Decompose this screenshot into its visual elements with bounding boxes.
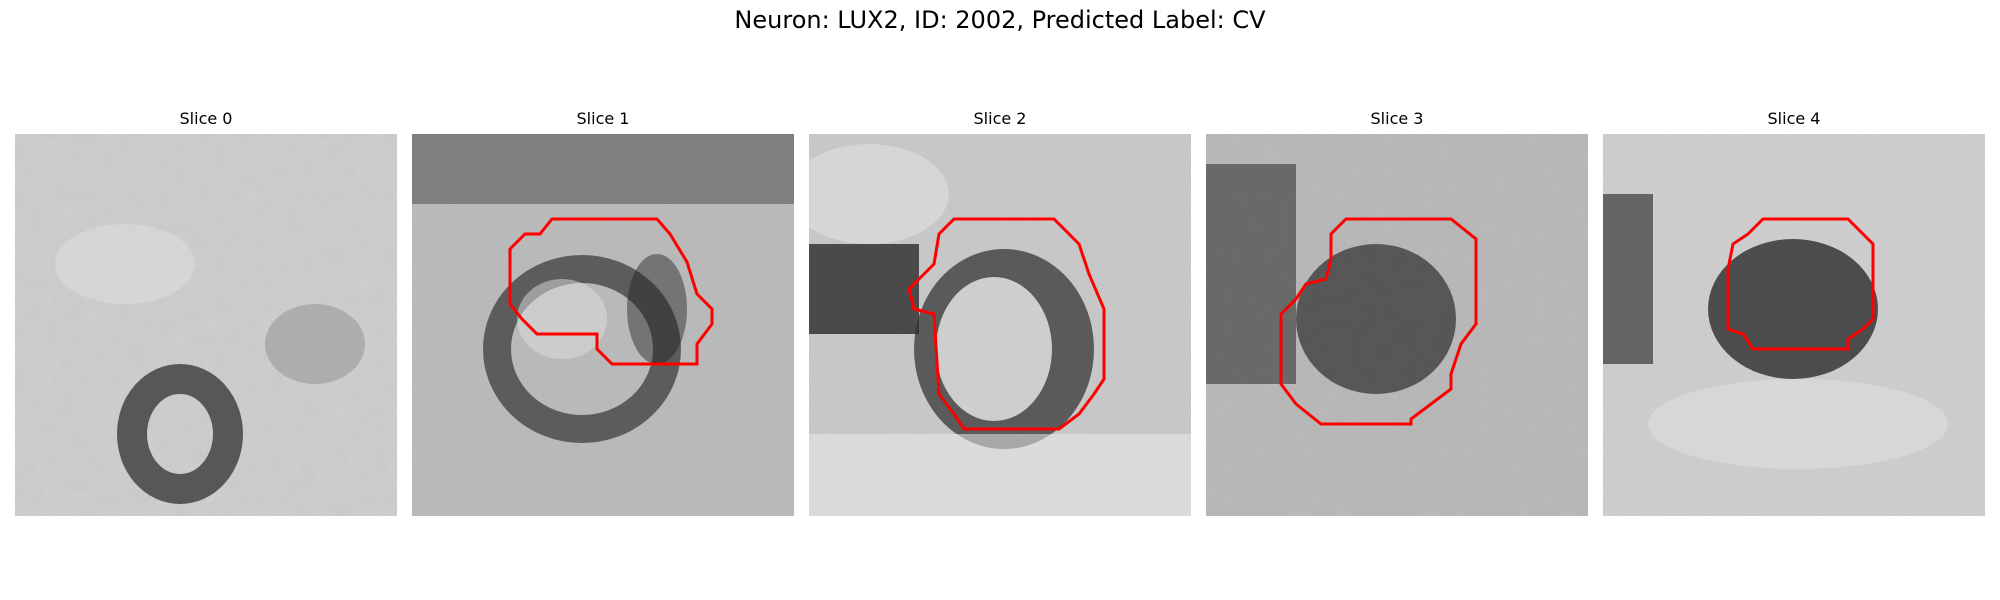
figure-title: Neuron: LUX2, ID: 2002, Predicted Label:… xyxy=(734,6,1266,34)
slice-panel-2: Slice 2 xyxy=(809,110,1191,516)
slice-image-2 xyxy=(809,134,1191,516)
slice-title: Slice 1 xyxy=(576,109,630,128)
slice-panel-1: Slice 1 xyxy=(412,110,794,516)
slice-image-4 xyxy=(1603,134,1985,516)
slice-panel-0: Slice 0 xyxy=(15,110,397,516)
slice-title: Slice 3 xyxy=(1370,109,1424,128)
slice-panel-3: Slice 3 xyxy=(1206,110,1588,516)
slice-image-0 xyxy=(15,134,397,516)
slice-panel-4: Slice 4 xyxy=(1603,110,1985,516)
roi-contour xyxy=(1279,217,1478,426)
slice-title: Slice 0 xyxy=(179,109,233,128)
roi-contour xyxy=(1726,217,1875,351)
roi-contour xyxy=(508,217,714,366)
slice-image-1 xyxy=(412,134,794,516)
roi-contour xyxy=(907,217,1106,431)
slice-title: Slice 2 xyxy=(973,109,1027,128)
slice-title: Slice 4 xyxy=(1767,109,1821,128)
slice-image-3 xyxy=(1206,134,1588,516)
